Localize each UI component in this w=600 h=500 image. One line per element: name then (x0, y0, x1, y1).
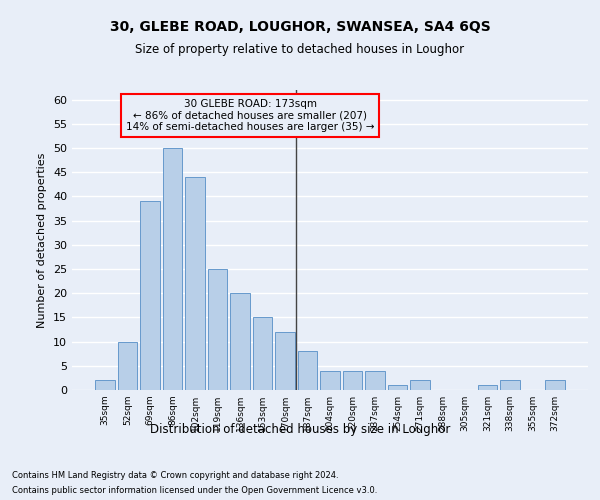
Bar (118, 342, 137, 390)
Bar (478, 385, 497, 390)
Text: Contains HM Land Registry data © Crown copyright and database right 2024.: Contains HM Land Registry data © Crown c… (12, 471, 338, 480)
Bar (230, 293, 250, 390)
Text: Contains public sector information licensed under the Open Government Licence v3: Contains public sector information licen… (12, 486, 377, 495)
Bar (500, 380, 520, 390)
Text: 30, GLEBE ROAD, LOUGHOR, SWANSEA, SA4 6QS: 30, GLEBE ROAD, LOUGHOR, SWANSEA, SA4 6Q… (110, 20, 490, 34)
Bar (545, 380, 565, 390)
Bar (95, 380, 115, 390)
Bar (185, 177, 205, 390)
Bar (320, 370, 340, 390)
Bar (343, 370, 362, 390)
Bar (410, 380, 430, 390)
Bar (388, 385, 407, 390)
Bar (140, 202, 160, 390)
Text: Distribution of detached houses by size in Loughor: Distribution of detached houses by size … (150, 422, 450, 436)
Text: Size of property relative to detached houses in Loughor: Size of property relative to detached ho… (136, 42, 464, 56)
Bar (163, 148, 182, 390)
Text: 30 GLEBE ROAD: 173sqm
← 86% of detached houses are smaller (207)
14% of semi-det: 30 GLEBE ROAD: 173sqm ← 86% of detached … (126, 99, 374, 132)
Bar (298, 352, 317, 390)
Bar (253, 318, 272, 390)
Bar (365, 370, 385, 390)
Bar (275, 332, 295, 390)
Bar (208, 269, 227, 390)
Y-axis label: Number of detached properties: Number of detached properties (37, 152, 47, 328)
